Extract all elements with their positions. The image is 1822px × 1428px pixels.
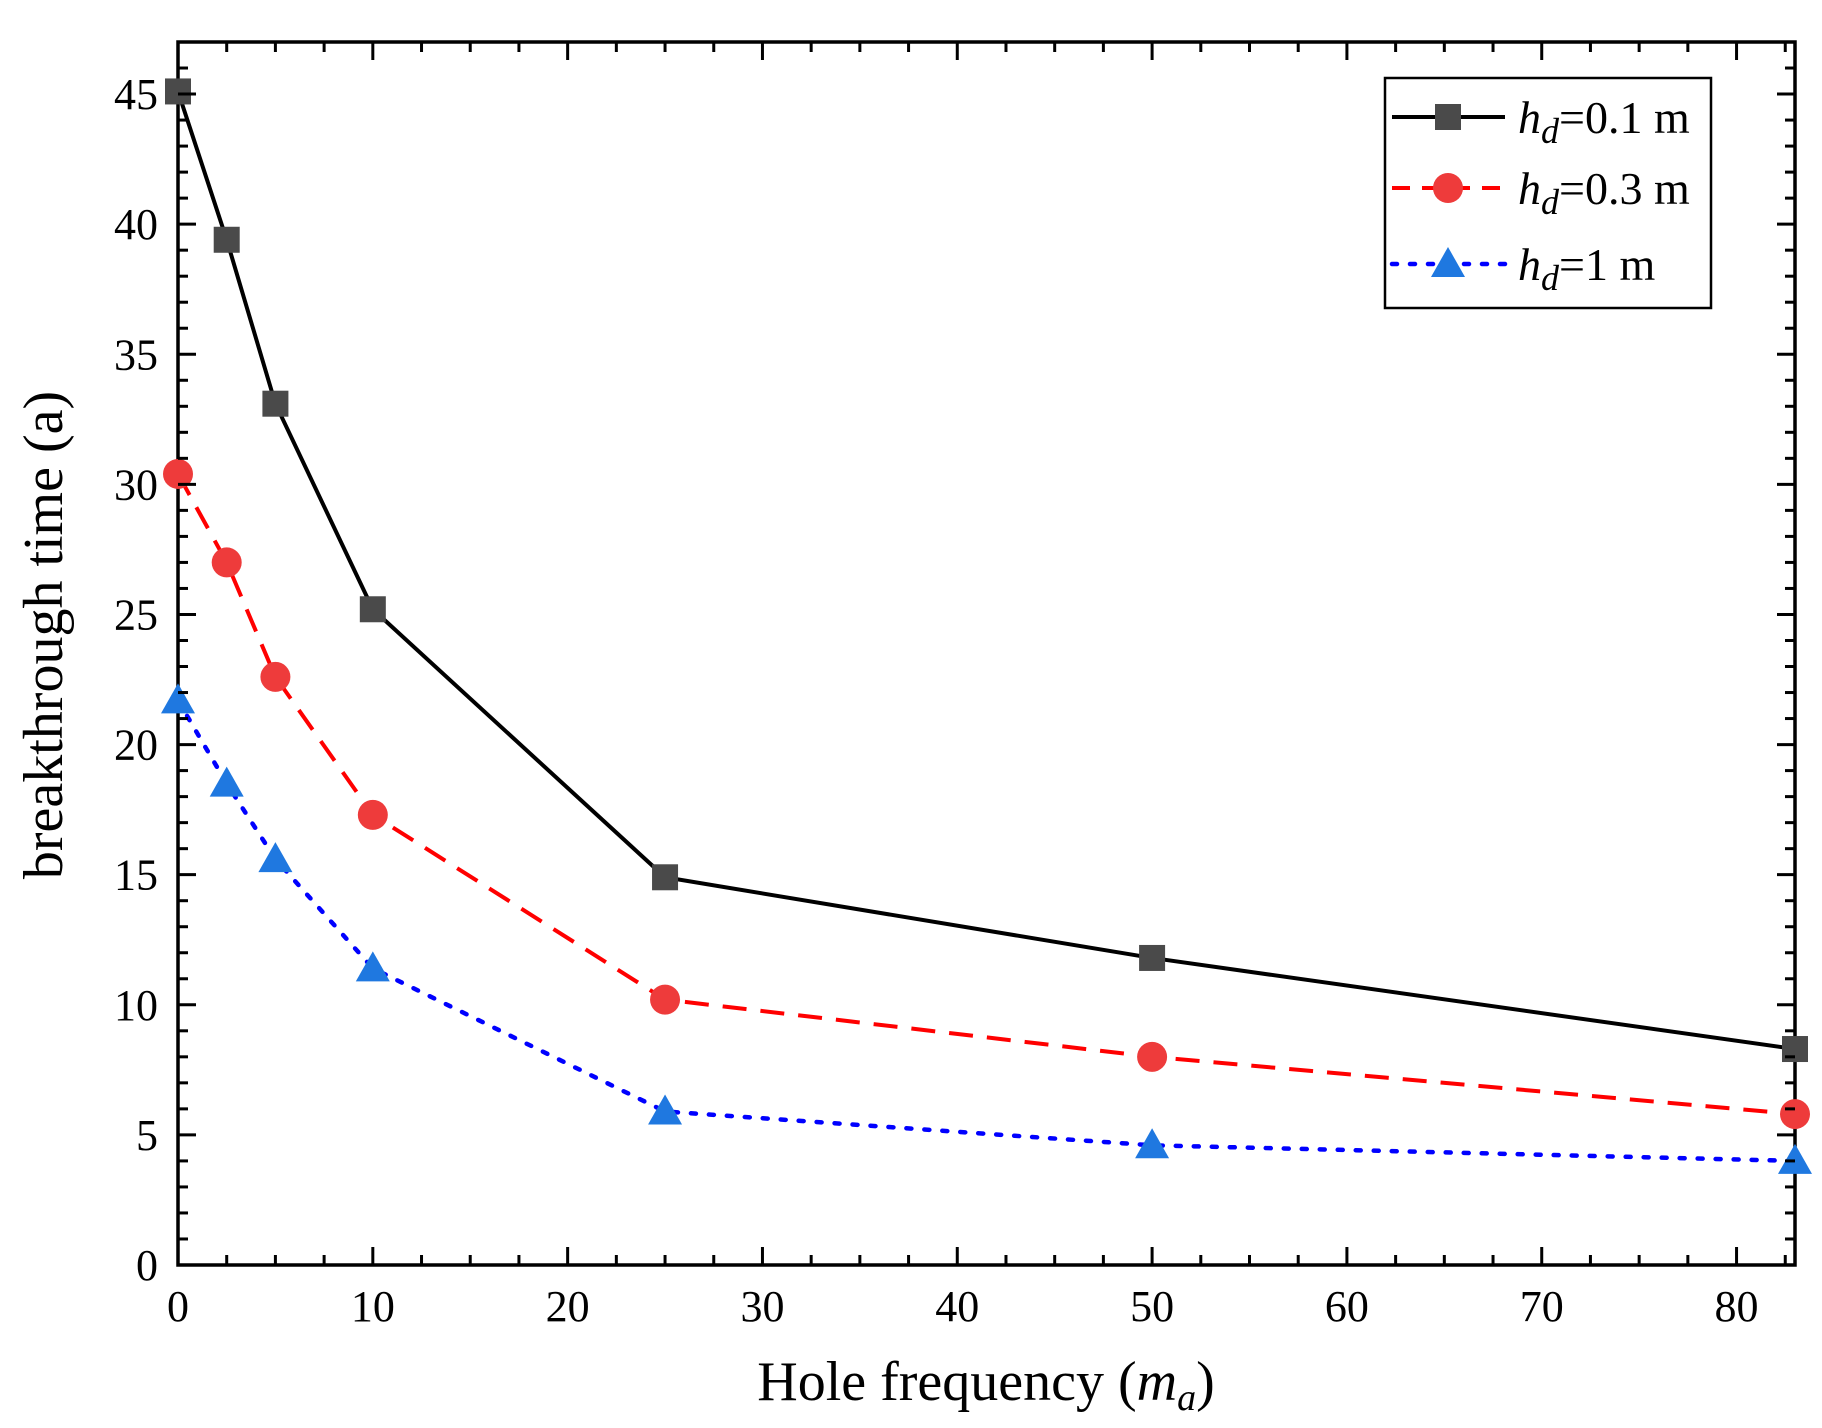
y-axis-title: breakthrough time (a)	[13, 391, 75, 879]
axis-layer: 0 10 20 30 40 50 60 70 80 0 5 10 15 20 25 30 35 40 45	[114, 40, 1795, 1331]
data-point-triangle	[161, 683, 195, 714]
legend-item-0: hd=0.1 m	[1392, 92, 1690, 151]
legend-item-1: hd=0.3 m	[1392, 163, 1690, 222]
data-point-circle	[1137, 1041, 1168, 1072]
x-tick-label: 0	[167, 1282, 189, 1331]
y-tick-label: 35	[114, 330, 158, 379]
series-layer	[161, 78, 1812, 1174]
x-axis-title-italic: m	[1137, 1351, 1177, 1413]
x-axis-title-main: Hole frequency (	[757, 1351, 1136, 1413]
legend-label: hd=1 m	[1518, 239, 1655, 298]
data-point-square	[213, 226, 240, 253]
x-tick-label: 50	[1130, 1282, 1174, 1331]
legend: hd=0.1 m hd=0.3 m hd=1 m	[1383, 76, 1713, 310]
legend-triangle-marker	[1431, 247, 1465, 277]
x-axis-title-end: )	[1196, 1351, 1215, 1413]
legend-label: hd=0.1 m	[1518, 92, 1690, 151]
y-tick-label: 30	[114, 460, 158, 509]
data-point-square	[359, 596, 386, 623]
legend-label: hd=0.3 m	[1518, 163, 1690, 222]
data-point-circle	[357, 799, 388, 830]
data-point-square	[262, 390, 289, 417]
x-tick-label: 10	[351, 1282, 395, 1331]
y-tick-label: 25	[114, 590, 158, 639]
plot-frame	[176, 40, 1797, 1267]
x-tick-label: 80	[1715, 1282, 1759, 1331]
data-point-triangle	[258, 842, 293, 873]
data-point-circle	[1780, 1099, 1810, 1130]
x-tick-label: 30	[740, 1282, 784, 1331]
data-point-circle	[163, 458, 193, 489]
x-tick-label: 20	[546, 1282, 590, 1331]
series-line	[176, 472, 1796, 1117]
y-tick-label: 45	[114, 70, 158, 119]
data-point-circle	[650, 984, 681, 1015]
y-tick-label: 5	[136, 1111, 158, 1160]
y-tick-label: 0	[136, 1241, 158, 1290]
y-tick-label: 40	[114, 200, 158, 249]
data-point-triangle	[648, 1094, 683, 1125]
series-triangle	[161, 683, 1812, 1174]
x-tick-label: 70	[1520, 1282, 1564, 1331]
x-axis-title: Hole frequency (ma)	[757, 1351, 1214, 1419]
data-point-square	[165, 78, 191, 105]
series-circle	[163, 458, 1810, 1130]
data-point-triangle	[1135, 1128, 1170, 1159]
y-tick-label: 20	[114, 721, 158, 770]
y-tick-label: 15	[114, 851, 158, 900]
data-point-circle	[211, 547, 242, 578]
legend-square-marker	[1435, 104, 1461, 130]
y-tick-label: 10	[114, 981, 158, 1030]
data-point-triangle	[1778, 1143, 1812, 1174]
data-point-square	[1139, 944, 1166, 971]
legend-item-2: hd=1 m	[1389, 239, 1655, 298]
data-point-square	[652, 864, 679, 891]
data-point-triangle	[355, 951, 390, 982]
plot-area	[176, 40, 1797, 1267]
data-point-triangle	[209, 766, 244, 797]
series-square	[165, 78, 1808, 1063]
x-axis-title-sub: a	[1177, 1377, 1196, 1419]
x-tick-label: 60	[1325, 1282, 1369, 1331]
legend-circle-marker	[1433, 173, 1463, 203]
data-point-circle	[260, 661, 291, 692]
x-tick-label: 40	[935, 1282, 979, 1331]
